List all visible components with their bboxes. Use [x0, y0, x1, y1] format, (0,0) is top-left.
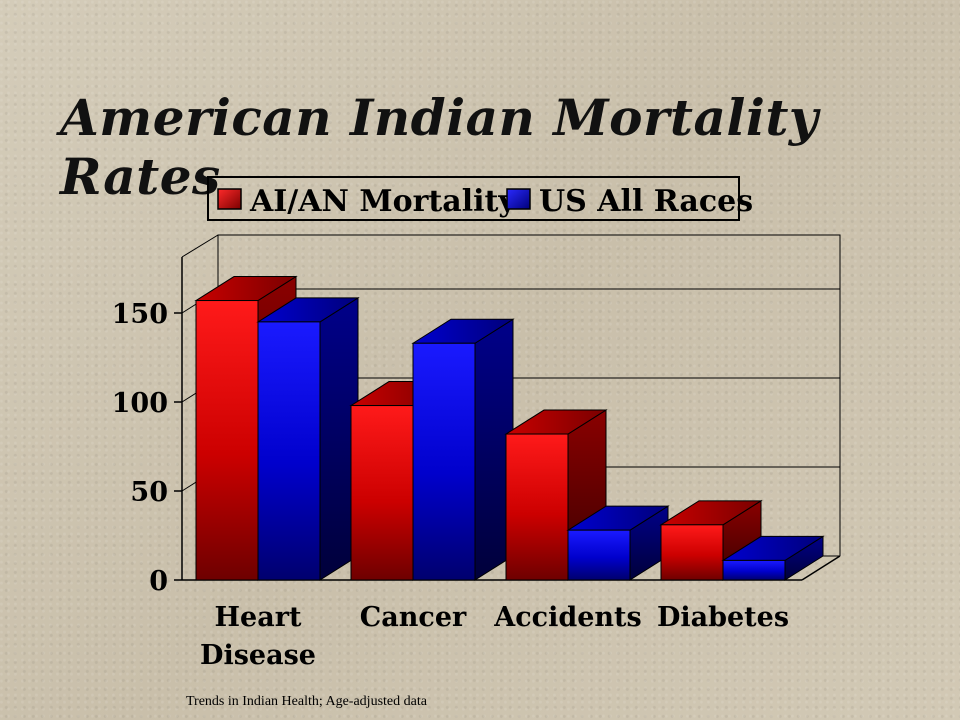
x-label-heart-disease: Heart Disease	[200, 602, 316, 671]
x-label-cancer: Cancer	[360, 602, 467, 633]
y-tick-label-100: 100	[112, 388, 168, 419]
bar-front	[257, 321, 321, 581]
bar-front	[722, 559, 786, 581]
legend-swatch-ai-an	[217, 188, 242, 210]
y-tick-label-0: 0	[149, 566, 168, 597]
bar-front	[350, 405, 414, 581]
bar-us-all-races-diabetes	[721, 535, 825, 581]
y-ticks: 0 50 100 150	[112, 299, 182, 597]
x-label-accidents: Accidents	[493, 602, 641, 633]
bar-front	[195, 300, 259, 581]
legend-label-us-all-races: US All Races	[539, 184, 753, 219]
y-tick-label-50: 50	[130, 477, 168, 508]
source-note: Trends in Indian Health; Age-adjusted da…	[186, 694, 427, 709]
bar-front	[505, 433, 569, 581]
x-label-diabetes: Diabetes	[657, 602, 789, 633]
floor-right-edge	[801, 555, 841, 581]
bar-front	[567, 529, 631, 581]
legend-box	[207, 176, 740, 221]
bar-us-all-races-heart-disease	[256, 296, 360, 581]
bar-us-all-races-cancer	[411, 318, 515, 581]
bar-front	[660, 524, 724, 581]
chart-legend: AI/AN Mortality US All Races	[207, 176, 753, 221]
legend-label-ai-an: AI/AN Mortality	[249, 184, 517, 219]
wall-top-left-edge	[181, 234, 219, 258]
slide-title: American Indian Mortality Rates	[60, 88, 819, 206]
y-tick-label-150: 150	[112, 299, 168, 330]
x-labels: Heart Disease Cancer Accidents Diabetes	[200, 602, 789, 671]
bars	[194, 275, 825, 581]
legend-swatch-us-all-races	[506, 188, 531, 210]
bar-us-all-races-accidents	[566, 505, 670, 581]
bar-front	[412, 342, 476, 581]
